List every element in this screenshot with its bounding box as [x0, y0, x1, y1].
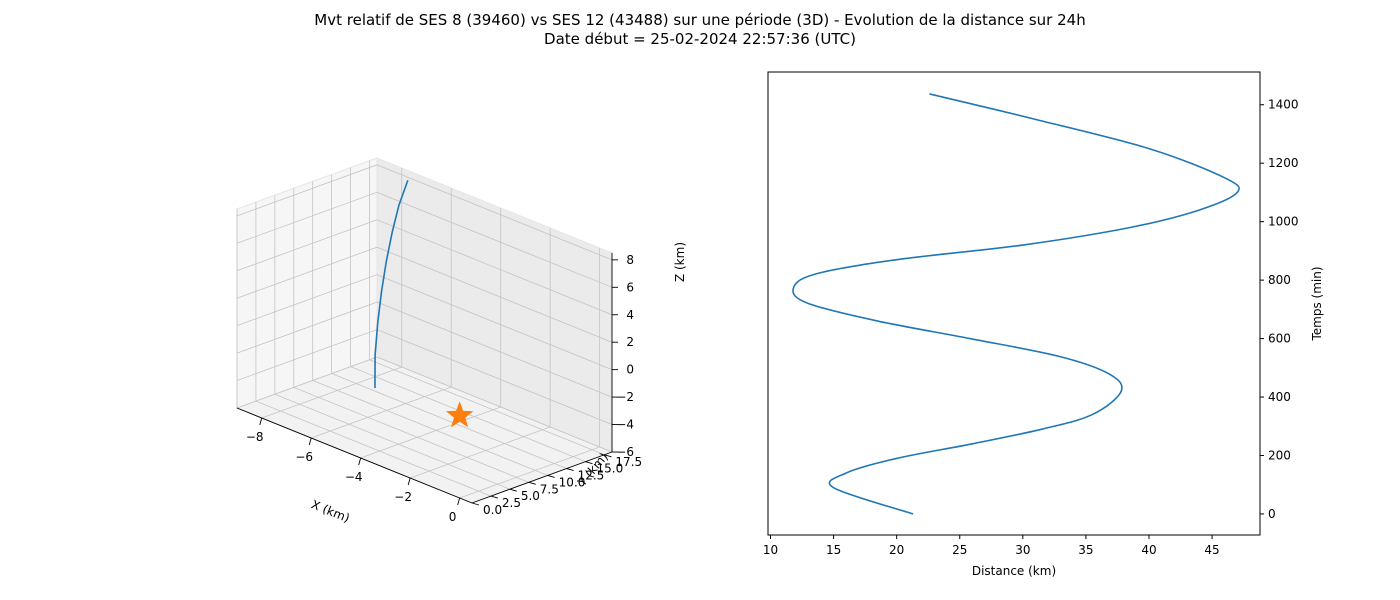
- x-tick: [308, 437, 312, 446]
- x-tick-label: 35: [1078, 543, 1093, 557]
- y-tick-label: 1200: [1268, 156, 1299, 170]
- z-gridline: [236, 274, 613, 371]
- y-tick: [604, 454, 612, 458]
- x-tick-label: 0: [449, 510, 457, 524]
- y-tick-label: 10.0: [559, 475, 586, 489]
- z-tick-label: −6: [616, 445, 634, 459]
- x-tick-label: −4: [345, 470, 363, 484]
- trajectory-line: [374, 179, 409, 389]
- y-axis-label: Temps (min): [1310, 266, 1324, 341]
- figure-title: Mvt relatif de SES 8 (39460) vs SES 12 (…: [314, 11, 1086, 29]
- z-gridline: [236, 219, 613, 316]
- x-axis-label: Distance (km): [972, 564, 1056, 578]
- x-tick: [407, 477, 411, 486]
- z-gridline: [236, 191, 613, 288]
- x-tick-label: 10: [763, 543, 778, 557]
- x-tick-label: 40: [1141, 543, 1156, 557]
- distance-line: [792, 93, 1240, 515]
- plot-frame: [767, 71, 1261, 536]
- x-tick-label: 15: [826, 543, 841, 557]
- x-tick-label: 20: [889, 543, 904, 557]
- y-tick-label: 15.0: [597, 462, 624, 476]
- x-axis-line: [236, 407, 473, 504]
- z-tick-label: 6: [626, 280, 634, 294]
- y-tick-label: 1400: [1268, 98, 1299, 112]
- x-tick-label: −6: [295, 450, 313, 464]
- z-tick-label: 4: [626, 308, 634, 322]
- z-gridline: [236, 246, 613, 343]
- z-tick-label: −4: [616, 418, 634, 432]
- chart-3d-trajectory: −8−6−4−20 0.0 2.5 5.0 7.5 10.012.515.017.5−6−…: [235, 157, 687, 525]
- figure-subtitle: Date début = 25-02-2024 22:57:36 (UTC): [544, 30, 856, 48]
- x-tick-label: 45: [1204, 543, 1219, 557]
- y-tick-label: 2.5: [502, 496, 521, 510]
- y-tick: [585, 461, 593, 465]
- y-tick-label: 5.0: [521, 489, 540, 503]
- y-tick-label: 0.0: [483, 503, 502, 517]
- z-tick-label: −2: [616, 390, 634, 404]
- y-tick: [528, 481, 536, 485]
- x-tick-label: −2: [394, 490, 412, 504]
- reference-star-marker: [445, 401, 474, 428]
- y-tick-label: 800: [1268, 273, 1291, 287]
- y-tick-label: 400: [1268, 390, 1291, 404]
- y-tick-label: 7.5: [540, 482, 559, 496]
- z-tick-label: 2: [626, 335, 634, 349]
- x-tick-label: 25: [952, 543, 967, 557]
- y-tick-label: 0: [1268, 507, 1276, 521]
- z-gridline: [236, 356, 613, 453]
- x-tick-label: −8: [246, 430, 264, 444]
- y-tick: [471, 502, 480, 506]
- y-tick-label: 17.5: [615, 455, 642, 469]
- x-tick: [259, 417, 263, 426]
- x-tick: [358, 457, 362, 466]
- y-tick-label: 1000: [1268, 215, 1299, 229]
- x-tick: [457, 497, 461, 506]
- z-axis-label: Z (km): [673, 242, 687, 282]
- z-tick-label: 0: [626, 363, 634, 377]
- z-tick-label: 8: [626, 253, 634, 267]
- x-tick-label: 30: [1015, 543, 1030, 557]
- z-gridline: [236, 301, 613, 398]
- y-tick: [509, 488, 517, 492]
- y-tick-label: 12.5: [578, 469, 605, 483]
- y-tick: [566, 468, 574, 471]
- y-tick-label: 600: [1268, 332, 1291, 346]
- y-axis-line: [471, 451, 613, 504]
- z-gridline: [236, 164, 613, 261]
- y-tick: [490, 495, 499, 499]
- y-tick-label: 200: [1268, 448, 1291, 462]
- y-tick: [547, 474, 555, 478]
